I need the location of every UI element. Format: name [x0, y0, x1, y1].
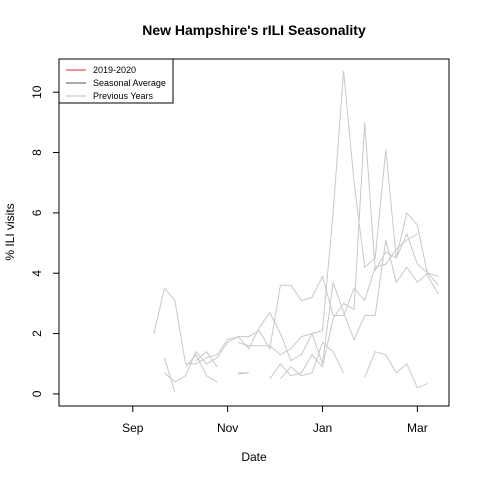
legend: 2019-2020 Seasonal Average Previous Years [59, 59, 173, 103]
y-tick-label: 8 [30, 149, 44, 156]
y-axis: 0 2 4 6 8 10 [30, 85, 59, 397]
series-line-5 [280, 343, 428, 388]
series-5-segment-1 [280, 343, 343, 379]
y-tick-label: 10 [30, 85, 44, 99]
x-tick-label: Nov [217, 421, 238, 435]
x-axis: Sep Nov Jan Mar [122, 406, 428, 435]
y-axis-label: % ILI visits [3, 203, 17, 260]
series-4-segment-1 [186, 355, 218, 382]
series-line-3 [164, 240, 438, 392]
series-2-segment-1 [164, 71, 438, 382]
y-tick-label: 6 [30, 209, 44, 216]
x-tick-label: Mar [407, 421, 428, 435]
series-5-segment-2 [365, 352, 428, 388]
chart-title: New Hampshire's rILI Seasonality [142, 22, 366, 38]
y-tick-label: 2 [30, 330, 44, 337]
series-3-segment-1 [164, 358, 175, 393]
y-tick-label: 4 [30, 270, 44, 277]
legend-label: Previous Years [93, 91, 154, 101]
legend-label: Seasonal Average [93, 78, 166, 88]
series-line-2 [164, 71, 438, 382]
x-axis-label: Date [241, 450, 267, 464]
series-3-segment-3 [238, 240, 438, 364]
x-tick-label: Sep [122, 421, 144, 435]
plot-frame [59, 59, 449, 406]
legend-label: 2019-2020 [93, 65, 136, 75]
y-tick-label: 0 [30, 390, 44, 397]
series-line-4 [186, 122, 439, 382]
x-tick-label: Jan [313, 421, 332, 435]
series-layer [154, 71, 439, 392]
